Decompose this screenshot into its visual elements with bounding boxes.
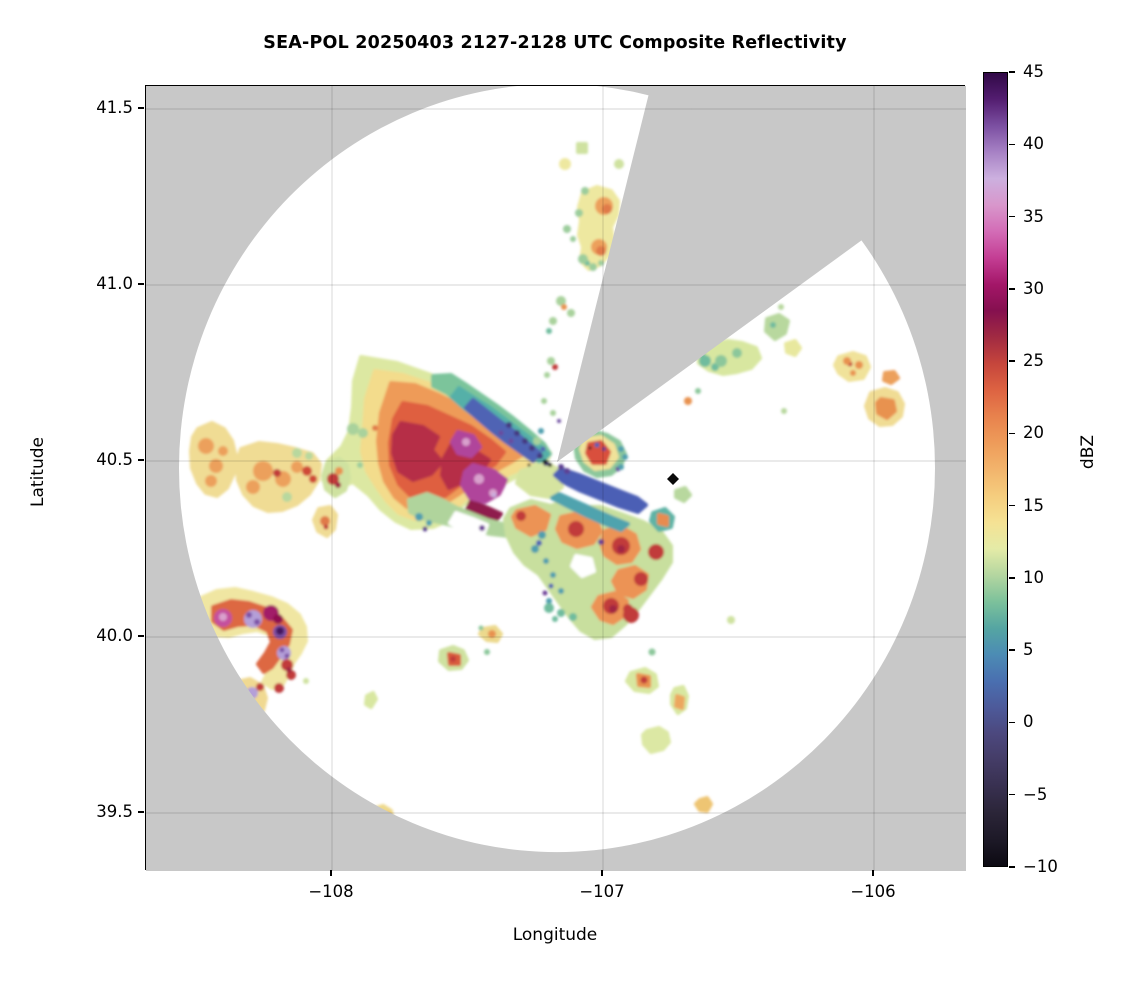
colorbar-tick-mark — [1009, 143, 1015, 145]
colorbar-tick-label: 20 — [1023, 423, 1044, 443]
x-axis-label: Longitude — [512, 925, 598, 945]
y-tick-mark — [138, 283, 144, 285]
colorbar-tick-label: 10 — [1023, 567, 1044, 587]
colorbar-tick-label: 15 — [1023, 495, 1044, 515]
colorbar-tick-mark — [1009, 360, 1015, 362]
colorbar-tick-mark — [1009, 432, 1015, 435]
colorbar-tick-mark — [1009, 649, 1015, 651]
x-tick-mark — [601, 870, 603, 876]
y-axis-label: Latitude — [28, 437, 48, 507]
colorbar-tick-label: 0 — [1023, 712, 1034, 732]
colorbar-tick-mark — [1009, 215, 1015, 218]
y-tick-label: 40.5 — [96, 450, 133, 469]
y-tick-mark — [138, 635, 144, 637]
colorbar-tick-label: −10 — [1023, 857, 1058, 876]
colorbar-tick-mark — [1009, 866, 1015, 868]
chart-title: SEA-POL 20250403 2127-2128 UTC Composite… — [263, 33, 847, 53]
colorbar-tick-mark — [1009, 288, 1015, 290]
colorbar-tick-label: 35 — [1023, 206, 1044, 226]
colorbar-tick-mark — [1009, 794, 1015, 796]
colorbar-tick-label: −5 — [1023, 784, 1048, 804]
y-tick-label: 41.0 — [96, 274, 133, 293]
radar-plot-canvas — [146, 86, 966, 871]
colorbar — [983, 72, 1008, 867]
y-tick-mark — [138, 459, 144, 461]
y-tick-mark — [138, 107, 144, 109]
colorbar-label: dBZ — [1078, 434, 1098, 470]
x-tick-label: −107 — [579, 882, 625, 901]
colorbar-tick-mark — [1009, 577, 1015, 579]
x-tick-mark — [872, 870, 874, 876]
plot-area — [145, 85, 966, 871]
x-tick-mark — [330, 870, 332, 876]
y-tick-mark — [138, 811, 144, 813]
site-marker-diamond — [667, 473, 679, 485]
colorbar-tick-label: 45 — [1023, 62, 1044, 81]
x-tick-label: −108 — [308, 882, 354, 901]
colorbar-tick-mark — [1009, 504, 1015, 507]
colorbar-tick-mark — [1009, 721, 1015, 724]
colorbar-tick-label: 5 — [1023, 640, 1034, 660]
colorbar-tick-label: 25 — [1023, 351, 1044, 371]
colorbar-tick-label: 40 — [1023, 134, 1044, 154]
colorbar-tick-mark — [1009, 71, 1015, 73]
y-tick-label: 39.5 — [96, 802, 133, 821]
y-tick-label: 40.0 — [96, 626, 133, 645]
colorbar-tick-label: 30 — [1023, 278, 1044, 298]
y-tick-label: 41.5 — [96, 98, 133, 117]
x-tick-label: −106 — [850, 882, 896, 901]
